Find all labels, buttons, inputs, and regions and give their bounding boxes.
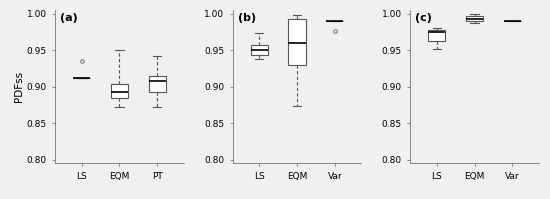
PathPatch shape bbox=[251, 45, 268, 55]
PathPatch shape bbox=[466, 16, 483, 21]
PathPatch shape bbox=[428, 30, 446, 41]
PathPatch shape bbox=[111, 84, 128, 98]
PathPatch shape bbox=[289, 19, 305, 65]
Text: (a): (a) bbox=[60, 13, 78, 23]
PathPatch shape bbox=[148, 76, 166, 92]
Text: (b): (b) bbox=[238, 13, 256, 23]
Text: (c): (c) bbox=[415, 13, 432, 23]
Y-axis label: PDFss: PDFss bbox=[14, 71, 24, 102]
